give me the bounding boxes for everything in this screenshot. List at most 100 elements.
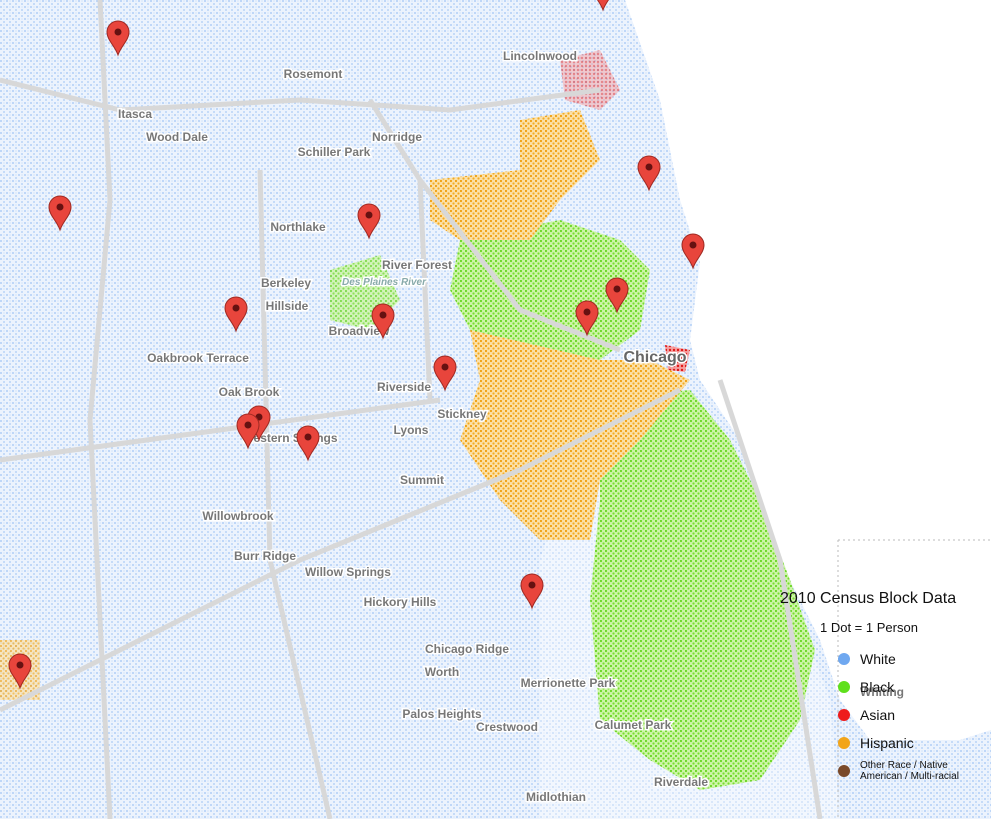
place-labels: Rosemont Lincolnwood Itasca Wood Dale Schill… [116, 48, 905, 806]
marker-pin [8, 653, 32, 690]
marker-pin [236, 413, 260, 450]
place-label: Wood Dale [146, 130, 208, 144]
marker-pin [371, 303, 395, 340]
place-label: Chicago Ridge [425, 642, 509, 656]
marker-dot [379, 311, 387, 319]
marker-dot [528, 581, 536, 589]
place-label: Summit [400, 473, 444, 487]
place-label: River Forest [382, 258, 452, 272]
legend-swatch [838, 737, 850, 749]
place-label: Willow Springs [305, 565, 391, 579]
marker-dot [244, 421, 252, 429]
place-label: Calumet Park [595, 718, 672, 732]
marker-dot [232, 304, 240, 312]
marker-pin [357, 203, 381, 240]
place-label: Schiller Park [298, 145, 371, 159]
marker[interactable] [520, 573, 544, 610]
marker[interactable] [605, 277, 629, 314]
marker-dot [304, 433, 312, 441]
legend-swatch [838, 709, 850, 721]
marker-dot [441, 363, 449, 371]
legend-item: Asian [838, 705, 985, 725]
place-label: Oakbrook Terrace [147, 351, 249, 365]
marker-pin [575, 300, 599, 337]
place-label: Burr Ridge [234, 549, 296, 563]
legend-label: White [860, 651, 896, 667]
roads [0, 0, 823, 819]
legend: 2010 Census Block Data 1 Dot = 1 Person … [780, 590, 985, 789]
legend-swatch [838, 681, 850, 693]
marker[interactable] [592, 0, 614, 12]
marker-pin [296, 425, 320, 462]
marker[interactable] [371, 303, 395, 340]
marker-pin [433, 355, 457, 392]
marker[interactable] [575, 300, 599, 337]
regions [0, 50, 815, 790]
marker-pin [597, 0, 609, 12]
marker-dot [56, 203, 64, 211]
place-label: Riverside [377, 380, 431, 394]
place-label: Chicago [623, 349, 686, 366]
place-label: Midlothian [526, 790, 586, 804]
marker-pin [637, 155, 661, 192]
marker-dot [114, 28, 122, 36]
legend-item: White [838, 649, 985, 669]
place-label: Broadview [329, 324, 390, 338]
place-label: Itasca [118, 107, 152, 121]
marker[interactable] [357, 203, 381, 240]
legend-label: Black [860, 679, 895, 695]
marker[interactable] [106, 20, 130, 57]
boundary [837, 539, 991, 819]
legend-item: Black [838, 677, 985, 697]
legend-item: Hispanic [838, 733, 985, 753]
marker[interactable] [48, 195, 72, 232]
place-label: Hickory Hills [364, 595, 437, 609]
marker[interactable] [236, 413, 260, 450]
place-label: Des Plaines River [342, 277, 427, 288]
place-label: Crestwood [476, 720, 538, 734]
marker-dot [613, 285, 621, 293]
legend-item: Other Race / Native American / Multi-rac… [838, 760, 985, 782]
place-label: Riverdale [654, 775, 708, 789]
place-label: Norridge [372, 130, 422, 144]
legend-label: Other Race / Native American / Multi-rac… [860, 760, 959, 782]
marker-pin [48, 195, 72, 232]
marker[interactable] [8, 653, 32, 690]
marker-dot [689, 241, 697, 249]
marker-pin [520, 573, 544, 610]
place-label: Oak Brook [219, 385, 280, 399]
place-label: Willowbrook [202, 509, 274, 523]
place-label: Palos Heights [402, 707, 482, 721]
markers [8, 0, 705, 690]
marker-pin [681, 233, 705, 270]
marker-dot [583, 308, 591, 316]
place-label: Hillside [266, 299, 309, 313]
legend-title: 2010 Census Block Data [780, 590, 957, 607]
marker[interactable] [681, 233, 705, 270]
place-label: Lyons [394, 423, 429, 437]
marker[interactable] [296, 425, 320, 462]
marker[interactable] [637, 155, 661, 192]
place-label: Merrionette Park [521, 676, 616, 690]
legend-items: White Black Asian Hispanic Other Race / Nati… [780, 649, 985, 782]
marker-pin [224, 296, 248, 333]
marker-pin [605, 277, 629, 314]
legend-label: Asian [860, 707, 896, 723]
place-label: Northlake [270, 220, 326, 234]
place-label: Rosemont [284, 67, 343, 81]
place-label: Lincolnwood [503, 49, 577, 63]
marker-dot [16, 661, 24, 669]
marker-dot [645, 163, 653, 171]
marker[interactable] [224, 296, 248, 333]
place-label: Whiting [860, 685, 904, 699]
legend-label: Hispanic [860, 735, 914, 751]
legend-swatch [838, 765, 850, 777]
place-label: Worth [425, 665, 459, 679]
place-label: Berkeley [261, 276, 311, 290]
marker[interactable] [433, 355, 457, 392]
legend-subtitle: 1 Dot = 1 Person [820, 620, 918, 635]
place-label: Stickney [437, 407, 487, 421]
marker-pin [106, 20, 130, 57]
